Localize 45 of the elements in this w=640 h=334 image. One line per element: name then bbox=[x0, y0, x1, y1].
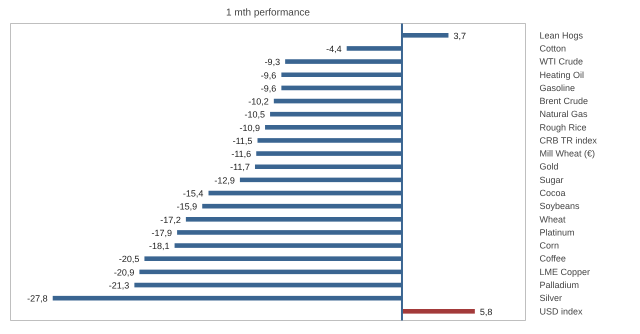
y-tick-label: Gold bbox=[540, 162, 559, 172]
y-tick-label: WTI Crude bbox=[540, 56, 584, 67]
y-tick-label: Brent Crude bbox=[540, 96, 588, 106]
y-tick-label: Gasoline bbox=[540, 82, 576, 93]
y-tick-label: LME Copper bbox=[540, 266, 590, 277]
data-label: -4,4 bbox=[326, 44, 342, 54]
y-tick-label: Natural Gas bbox=[540, 109, 588, 120]
data-label: -11,6 bbox=[231, 149, 252, 160]
data-label: -15,4 bbox=[182, 188, 204, 199]
data-label: -10,2 bbox=[248, 96, 269, 107]
y-tick-label: Wheat bbox=[540, 214, 566, 224]
y-tick-label: Soybeans bbox=[540, 201, 580, 212]
data-label: -11,5 bbox=[232, 136, 252, 146]
data-label: -12,9 bbox=[214, 175, 235, 186]
y-tick-label: Mill Wheat (€) bbox=[540, 148, 596, 159]
y-tick-label: Platinum bbox=[540, 227, 575, 238]
data-label: -9,3 bbox=[264, 57, 280, 68]
data-label: -17,2 bbox=[160, 214, 181, 225]
y-tick-label: Lean Hogs bbox=[540, 30, 584, 40]
y-tick-label: Corn bbox=[540, 240, 560, 251]
data-label: -21,3 bbox=[108, 280, 130, 291]
y-tick-label: Cocoa bbox=[540, 188, 566, 198]
data-label: -9,6 bbox=[260, 70, 276, 80]
y-tick-label: Silver bbox=[540, 293, 562, 304]
data-label: -11,7 bbox=[230, 162, 250, 172]
y-tick-label: Heating Oil bbox=[540, 70, 584, 80]
y-tick-label: Sugar bbox=[540, 174, 564, 185]
data-label: 5,8 bbox=[480, 306, 492, 317]
y-tick-label: Palladium bbox=[540, 280, 580, 290]
y-tick-label: CRB TR index bbox=[540, 135, 598, 146]
data-label: -20,9 bbox=[114, 267, 134, 278]
data-label: -27,8 bbox=[27, 294, 48, 304]
data-label: -18,1 bbox=[149, 241, 170, 252]
data-label: 3,7 bbox=[454, 30, 466, 41]
y-tick-label: Coffee bbox=[540, 254, 566, 264]
data-label: -9,6 bbox=[260, 83, 276, 94]
data-label: -10,9 bbox=[239, 122, 260, 133]
y-tick-label: Rough Rice bbox=[540, 122, 587, 132]
data-label: -15,9 bbox=[176, 202, 198, 212]
y-tick-label: Cotton bbox=[540, 43, 566, 54]
chart-title: 1 mth performance bbox=[226, 8, 310, 18]
data-label: -20,5 bbox=[118, 254, 140, 264]
y-tick-label: USD index bbox=[540, 306, 584, 316]
data-label: -17,9 bbox=[152, 228, 172, 238]
data-label: -10,5 bbox=[244, 110, 265, 120]
